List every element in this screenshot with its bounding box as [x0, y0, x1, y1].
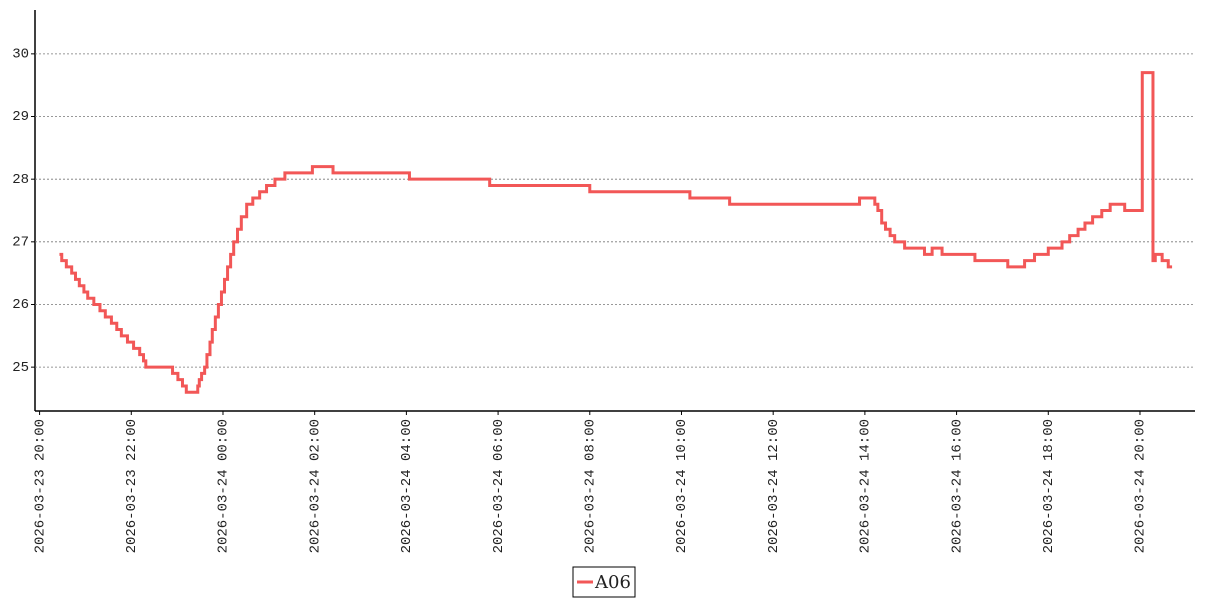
x-tick-label: 2026-03-23 22:00	[124, 419, 140, 553]
x-tick-label: 2026-03-24 18:00	[1041, 419, 1057, 553]
x-tick-label: 2026-03-24 02:00	[307, 419, 323, 553]
legend-label: A06	[594, 572, 631, 593]
x-tick-label: 2026-03-24 16:00	[949, 419, 965, 553]
y-tick-label: 30	[12, 47, 29, 63]
legend: A06	[572, 566, 636, 598]
x-tick-label: 2026-03-24 08:00	[582, 419, 598, 553]
x-tick-label: 2026-03-24 12:00	[766, 419, 782, 553]
x-tick-label: 2026-03-24 20:00	[1133, 419, 1149, 553]
y-tick-label: 25	[12, 360, 29, 376]
x-tick-label: 2026-03-24 06:00	[491, 419, 507, 553]
y-tick-label: 26	[12, 297, 29, 313]
y-tick-label: 27	[12, 235, 29, 251]
y-tick-label: 29	[12, 109, 29, 125]
x-tick-label: 2026-03-23 20:00	[32, 419, 48, 553]
x-tick-label: 2026-03-24 10:00	[674, 419, 690, 553]
x-tick-label: 2026-03-24 14:00	[858, 419, 874, 553]
x-tick-label: 2026-03-24 04:00	[399, 419, 415, 553]
x-tick-label: 2026-03-24 00:00	[216, 419, 232, 553]
y-tick-label: 28	[12, 172, 29, 188]
data-line	[59, 71, 1173, 394]
